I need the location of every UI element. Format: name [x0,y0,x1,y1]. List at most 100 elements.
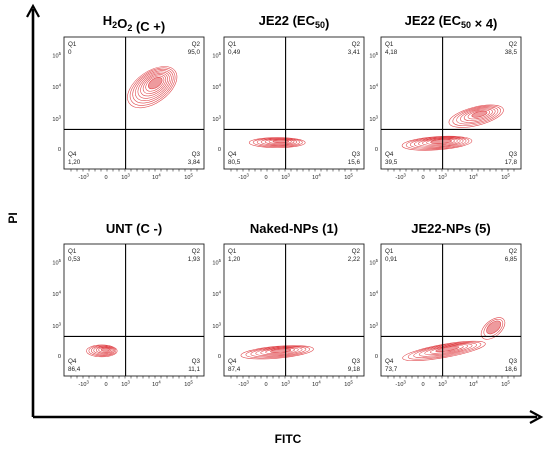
contour-line [471,110,488,118]
y-tick-label: 105 [52,258,61,267]
x-tick-label: 105 [184,173,193,182]
quadrant-percentage: 3,84 [188,159,201,166]
quadrant-name: Q2 [352,248,361,255]
quadrant-percentage: 9,18 [348,366,361,373]
contour-line [252,137,303,148]
x-tick-label: 0 [104,382,107,388]
x-tick-label: 103 [438,173,447,182]
panel-title: JE22-NPs (5) [411,221,490,236]
contour-line [137,71,170,99]
quadrant-percentage: 2,22 [348,256,361,263]
contour-line [240,345,314,360]
y-axis-arrowhead [26,3,40,18]
x-tick-label: 104 [152,173,161,182]
contour-line [401,135,473,151]
quadrant-name: Q2 [352,41,361,48]
x-tick-label: 104 [152,380,161,389]
contour-line [430,139,452,144]
contour-line [91,345,116,356]
panel-title: UNT (C -) [106,221,162,236]
y-tick-label: 104 [369,83,378,92]
y-tick-label: 0 [375,147,378,153]
quadrant-percentage: 87,4 [228,366,241,373]
quadrant-name: Q4 [68,358,77,365]
quadrant-name: Q1 [68,41,77,48]
contour-line [248,137,306,148]
quadrant-percentage: 3,41 [348,49,361,56]
quadrant-name: Q3 [192,151,201,158]
x-tick-label: 105 [501,380,510,389]
y-tick-label: 0 [58,354,61,360]
contour-line [405,136,470,150]
quadrant-name: Q1 [68,248,77,255]
contour-line [256,138,300,147]
contour-line [486,320,502,335]
y-tick-label: 103 [212,114,221,123]
panel-title: JE22 (EC50) [259,13,330,31]
contour-line [418,137,461,147]
quadrant-name: Q3 [509,151,518,158]
x-tick-label: 0 [264,382,267,388]
y-tick-label: 0 [375,354,378,360]
plot-frame [380,36,522,170]
quadrant-percentage: 4,18 [385,49,398,56]
quadrant-percentage: 6,85 [505,256,518,263]
contour-line [132,68,174,104]
quadrant-percentage: 39,5 [385,159,398,166]
contour-line [260,347,299,356]
y-tick-label: 105 [369,51,378,60]
y-tick-label: 104 [212,83,221,92]
y-tick-label: 103 [52,321,61,330]
y-tick-label: 0 [218,147,221,153]
contour-line [260,138,298,146]
y-tick-label: 103 [52,114,61,123]
contour-line [480,317,506,340]
panel-title: JE22 (EC50 × 4) [405,13,498,31]
contour-line [265,347,295,354]
y-tick-label: 103 [369,114,378,123]
contour-line [145,75,165,92]
quadrant-percentage: 86,4 [68,366,81,373]
contour-line [98,347,112,353]
contour-line [264,138,295,145]
x-tick-label: -103 [78,173,89,182]
quadrant-percentage: 1,20 [228,256,241,263]
contour-line [452,105,502,127]
y-tick-label: 104 [369,290,378,299]
quadrant-name: Q4 [228,358,237,365]
contour-line [142,74,167,94]
x-tick-label: -103 [238,380,249,389]
plot-frame [380,243,522,377]
contour-line [86,344,118,358]
contour-line [255,346,303,357]
plot-frame [223,36,365,170]
contour-line [467,109,491,120]
panel-title: H2O2 (C +) [103,13,165,34]
quadrant-name: Q1 [228,41,237,48]
contour-line [250,346,307,358]
x-tick-label: 104 [312,380,321,389]
panel-title: Naked-NPs (1) [250,221,338,236]
x-axis-arrowhead [529,410,544,424]
quadrant-name: Q1 [228,248,237,255]
x-tick-label: 104 [469,173,478,182]
quadrant-name: Q3 [509,358,518,365]
plot-frame [63,243,205,377]
quadrant-percentage: 11,1 [188,366,200,373]
contour-line [88,345,117,357]
contour-line [407,341,482,360]
x-tick-label: 104 [312,173,321,182]
contour-line [135,70,172,102]
contour-line [100,347,111,352]
contour-line [422,138,458,146]
y-tick-label: 0 [58,147,61,153]
contour-line [140,72,168,97]
y-tick-label: 105 [212,258,221,267]
x-tick-label: 105 [344,173,353,182]
contour-line [95,346,113,354]
